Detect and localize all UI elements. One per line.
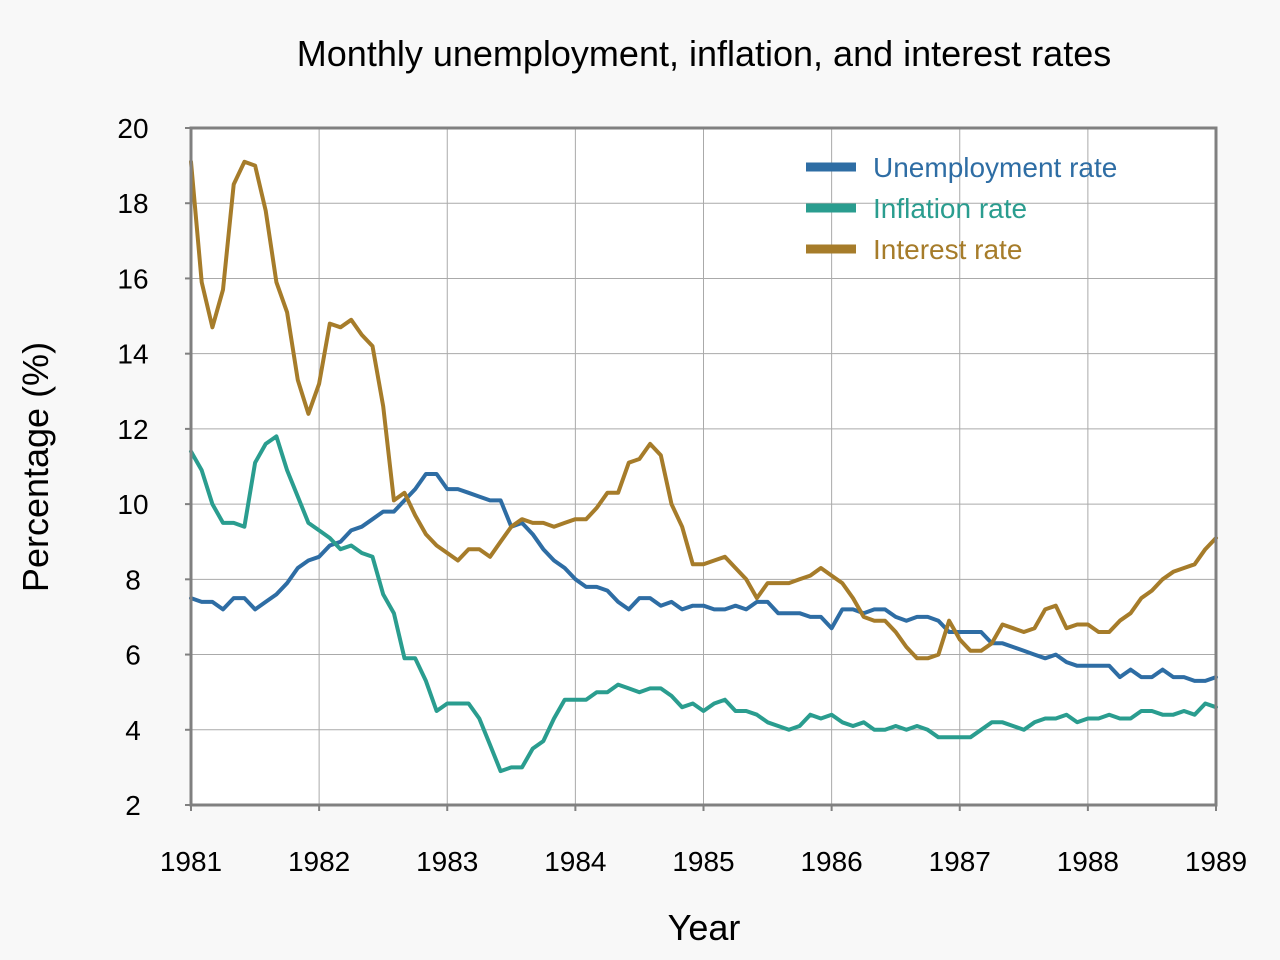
y-tick-label: 18: [117, 188, 148, 219]
y-tick-label: 12: [117, 414, 148, 445]
y-tick-label: 20: [117, 113, 148, 144]
chart-title: Monthly unemployment, inflation, and int…: [297, 33, 1111, 74]
y-axis-ticks: 2 4 6 8 10 12 14 16 18 20: [117, 113, 191, 821]
x-tick-label: 1988: [1057, 846, 1119, 877]
y-tick-label: 6: [125, 640, 141, 671]
x-tick-label: 1989: [1185, 846, 1247, 877]
x-tick-label: 1981: [160, 846, 222, 877]
y-axis-title: Percentage (%): [15, 342, 56, 592]
series-lines: [189, 159, 1218, 774]
y-tick-label: 10: [117, 489, 148, 520]
legend-label-inflation-rate: Inflation rate: [873, 193, 1027, 224]
x-tick-label: 1982: [288, 846, 350, 877]
y-tick-label: 2: [125, 790, 141, 821]
x-tick-label: 1987: [929, 846, 991, 877]
y-tick-label: 16: [117, 263, 148, 294]
x-tick-label: 1986: [800, 846, 862, 877]
series-line-unemployment-rate: [189, 472, 1218, 683]
legend: Unemployment rate Inflation rate Interest …: [806, 152, 1117, 265]
y-tick-label: 14: [117, 339, 148, 370]
legend-label-unemployment-rate: Unemployment rate: [873, 152, 1117, 183]
x-axis-ticks: 1981 1982 1983 1984 1985 1986 1987 1988 1989: [160, 805, 1247, 877]
x-tick-label: 1985: [672, 846, 734, 877]
x-tick-label: 1983: [416, 846, 478, 877]
x-axis-title: Year: [668, 907, 741, 948]
y-tick-label: 4: [125, 715, 141, 746]
x-tick-label: 1984: [544, 846, 606, 877]
series-line-inflation-rate: [189, 434, 1218, 774]
legend-label-interest-rate: Interest rate: [873, 234, 1022, 265]
series-line-interest-rate: [189, 159, 1218, 661]
y-tick-label: 8: [125, 564, 141, 595]
gridlines: [191, 128, 1216, 805]
